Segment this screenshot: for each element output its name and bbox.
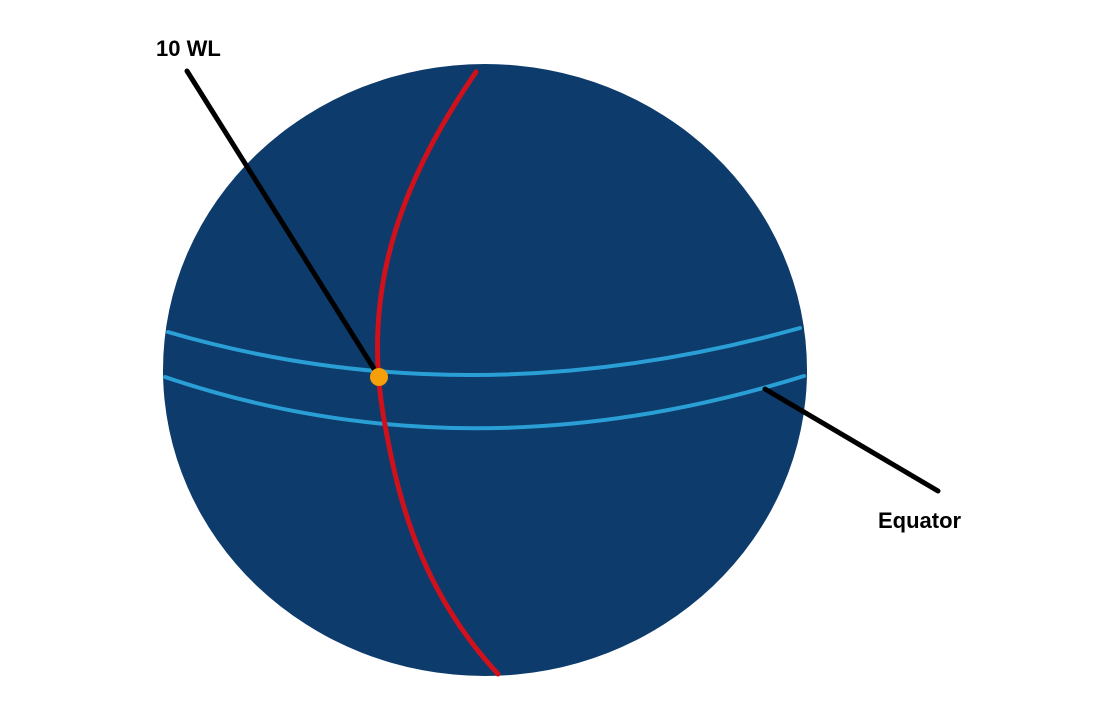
- equator-leader-line: [762, 386, 941, 494]
- equator-band-upper-line: [166, 326, 802, 377]
- equator-label: Equator: [878, 508, 962, 533]
- point-label: 10 WL: [156, 36, 221, 61]
- intersection-marker: [370, 368, 388, 386]
- equator-band-lower-line: [163, 374, 806, 431]
- sphere: [163, 64, 807, 676]
- point-label-leader-line: [184, 68, 379, 375]
- meridian-line: [375, 69, 501, 677]
